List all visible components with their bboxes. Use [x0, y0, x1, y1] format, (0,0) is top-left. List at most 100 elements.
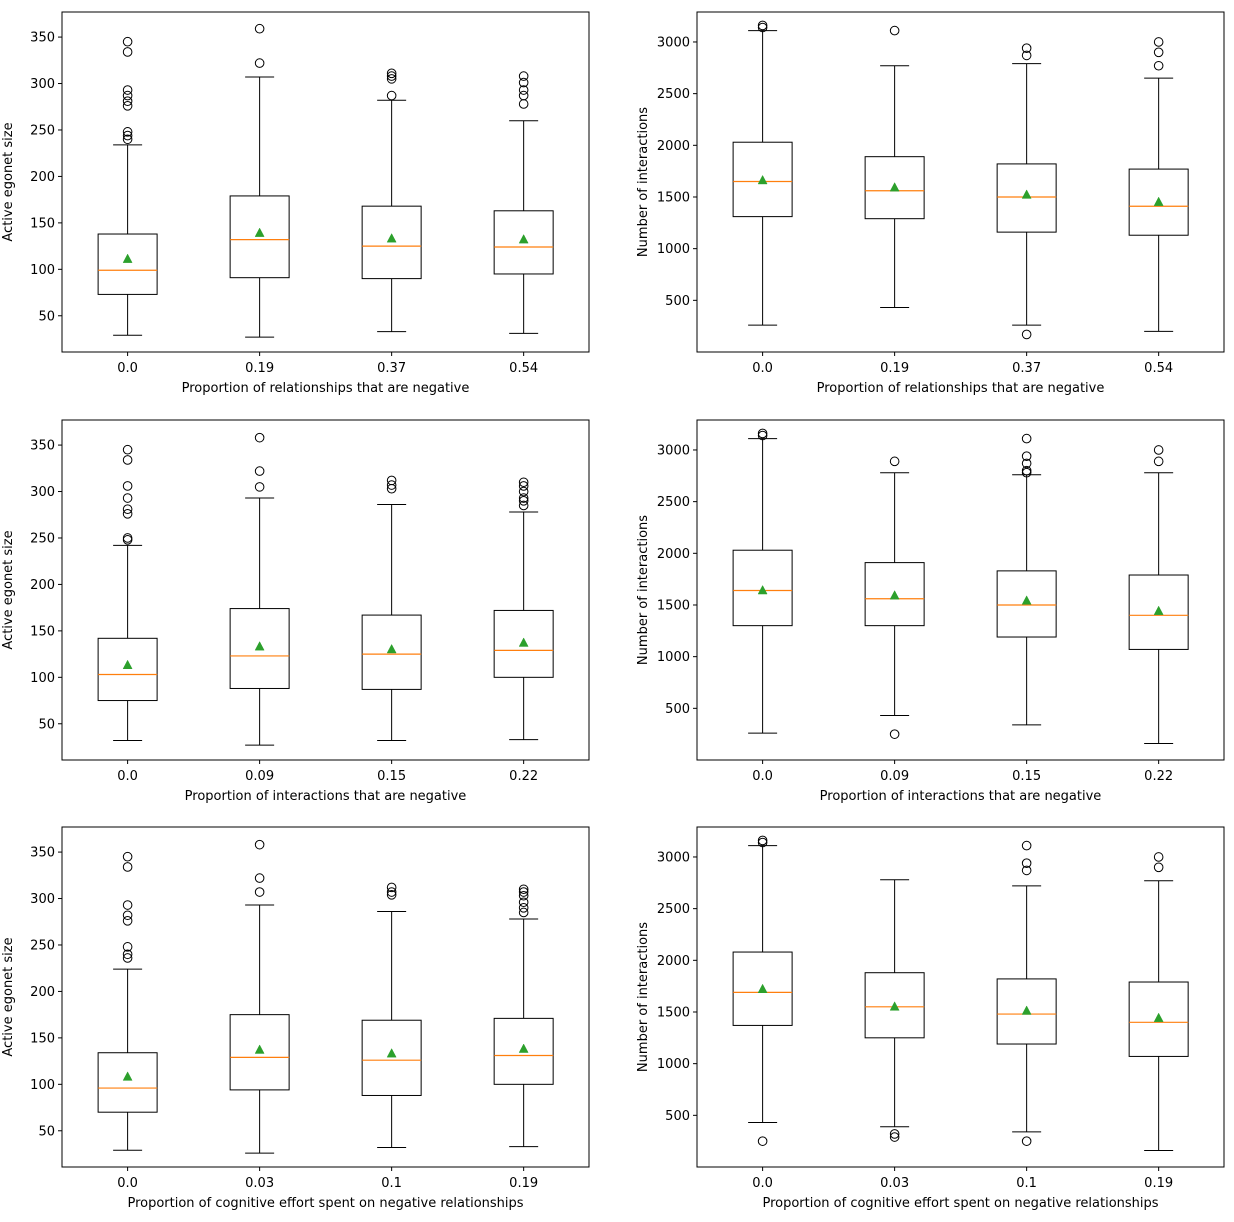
- x-axis-label: Proportion of interactions that are nega…: [185, 789, 467, 804]
- outlier-point: [1021, 458, 1032, 469]
- iqr-box: [996, 978, 1057, 1045]
- outlier-point: [122, 455, 133, 465]
- outlier-point: [518, 890, 529, 901]
- x-tick-label: 0.19: [509, 1176, 538, 1191]
- y-tick-label: 1000: [657, 1057, 690, 1072]
- y-tick-label: 1000: [657, 242, 690, 257]
- outlier-point: [518, 903, 529, 913]
- x-axis-label: Proportion of relationships that are neg…: [817, 381, 1105, 396]
- x-tick-label: 0.0: [752, 361, 773, 376]
- outlier-point: [889, 729, 900, 739]
- box-4: [493, 884, 554, 1148]
- y-tick-label: 1500: [657, 190, 690, 205]
- y-axis-label: Number of interactions: [636, 922, 651, 1072]
- x-tick-label: 0.1: [381, 1176, 402, 1191]
- y-tick-label: 500: [665, 1109, 690, 1124]
- outlier-point: [386, 74, 397, 84]
- outlier-point: [254, 466, 265, 476]
- outlier-point: [518, 493, 529, 503]
- y-tick-label: 1500: [657, 598, 690, 613]
- y-tick-label: 3000: [657, 443, 690, 458]
- outlier-point: [386, 475, 397, 486]
- y-tick-label: 200: [30, 985, 55, 1000]
- outlier-point: [122, 504, 133, 514]
- outlier-point: [122, 96, 133, 106]
- outlier-point: [1021, 1136, 1032, 1146]
- y-tick-label: 2000: [657, 139, 690, 154]
- box-2: [864, 25, 925, 309]
- outlier-point: [1021, 840, 1032, 851]
- iqr-box: [361, 1019, 422, 1096]
- y-tick-label: 2000: [657, 547, 690, 562]
- iqr-box: [97, 233, 158, 295]
- mean-marker: [1153, 605, 1164, 615]
- box-4: [1128, 852, 1189, 1151]
- box-4: [1128, 445, 1189, 744]
- iqr-box: [864, 972, 925, 1039]
- outlier-point: [1021, 43, 1032, 53]
- box-1: [732, 835, 793, 1146]
- mean-marker: [757, 983, 768, 993]
- y-tick-label: 100: [30, 671, 55, 686]
- outlier-point: [518, 90, 529, 101]
- outlier-point: [386, 90, 397, 101]
- outlier-point: [122, 85, 133, 95]
- mean-marker: [386, 1048, 397, 1058]
- outlier-point: [122, 444, 133, 455]
- mean-marker: [757, 174, 768, 185]
- x-tick-label: 0.0: [752, 769, 773, 784]
- mean-marker: [518, 1043, 529, 1053]
- x-axis-label: Proportion of cognitive effort spent on …: [127, 1196, 523, 1211]
- mean-marker: [254, 227, 265, 237]
- y-tick-label: 1000: [657, 650, 690, 665]
- outlier-point: [1021, 451, 1032, 461]
- box-2: [864, 879, 925, 1142]
- outlier-point: [254, 58, 265, 68]
- x-axis-label: Proportion of interactions that are nega…: [820, 789, 1102, 804]
- x-tick-label: 0.22: [509, 769, 538, 784]
- outlier-point: [122, 36, 133, 47]
- outlier-point: [518, 887, 529, 897]
- axes-frame: [61, 419, 590, 761]
- outlier-point: [122, 862, 133, 872]
- outlier-point: [1021, 329, 1032, 340]
- box-2: [229, 839, 290, 1154]
- outlier-point: [122, 101, 133, 111]
- iqr-box: [732, 951, 793, 1026]
- iqr-box: [864, 156, 925, 220]
- x-tick-label: 0.22: [1144, 769, 1173, 784]
- axes-frame: [61, 826, 590, 1168]
- iqr-box: [1128, 981, 1189, 1057]
- x-tick-label: 0.0: [752, 1176, 773, 1191]
- mean-marker: [386, 643, 397, 654]
- box-3: [996, 43, 1057, 340]
- y-tick-label: 300: [30, 77, 55, 92]
- subplot-5: 50 100 150 200 250 300 350 0.0 0.03 0.1 0.19 Propor…: [1, 826, 590, 1211]
- outlier-point: [889, 456, 900, 467]
- y-tick-label: 50: [38, 1124, 55, 1139]
- box-3: [996, 840, 1057, 1146]
- subplot-3: 50 100 150 200 250 300 350 0.0 0.09 0.15 0.22 Propo…: [1, 419, 590, 804]
- outlier-point: [518, 477, 529, 488]
- y-tick-label: 1500: [657, 1005, 690, 1020]
- x-tick-label: 0.37: [377, 361, 406, 376]
- box-3: [361, 882, 422, 1148]
- box-1: [732, 20, 793, 326]
- subplot-1: 50 100 150 200 250 300 350 0.0 0.19 0.37 0.54 Propo…: [1, 11, 590, 396]
- outlier-point: [122, 953, 133, 963]
- mean-marker: [122, 1071, 133, 1081]
- x-tick-label: 0.09: [880, 769, 909, 784]
- y-tick-label: 300: [30, 892, 55, 907]
- y-tick-label: 3000: [657, 35, 690, 50]
- mean-marker: [1021, 1005, 1032, 1015]
- outlier-point: [518, 486, 529, 497]
- iqr-box: [229, 195, 290, 279]
- y-tick-label: 200: [30, 578, 55, 593]
- outlier-point: [757, 835, 768, 846]
- y-tick-label: 2500: [657, 902, 690, 917]
- outlier-point: [122, 949, 133, 960]
- y-tick-label: 250: [30, 938, 55, 953]
- outlier-point: [386, 882, 397, 893]
- mean-marker: [122, 253, 133, 263]
